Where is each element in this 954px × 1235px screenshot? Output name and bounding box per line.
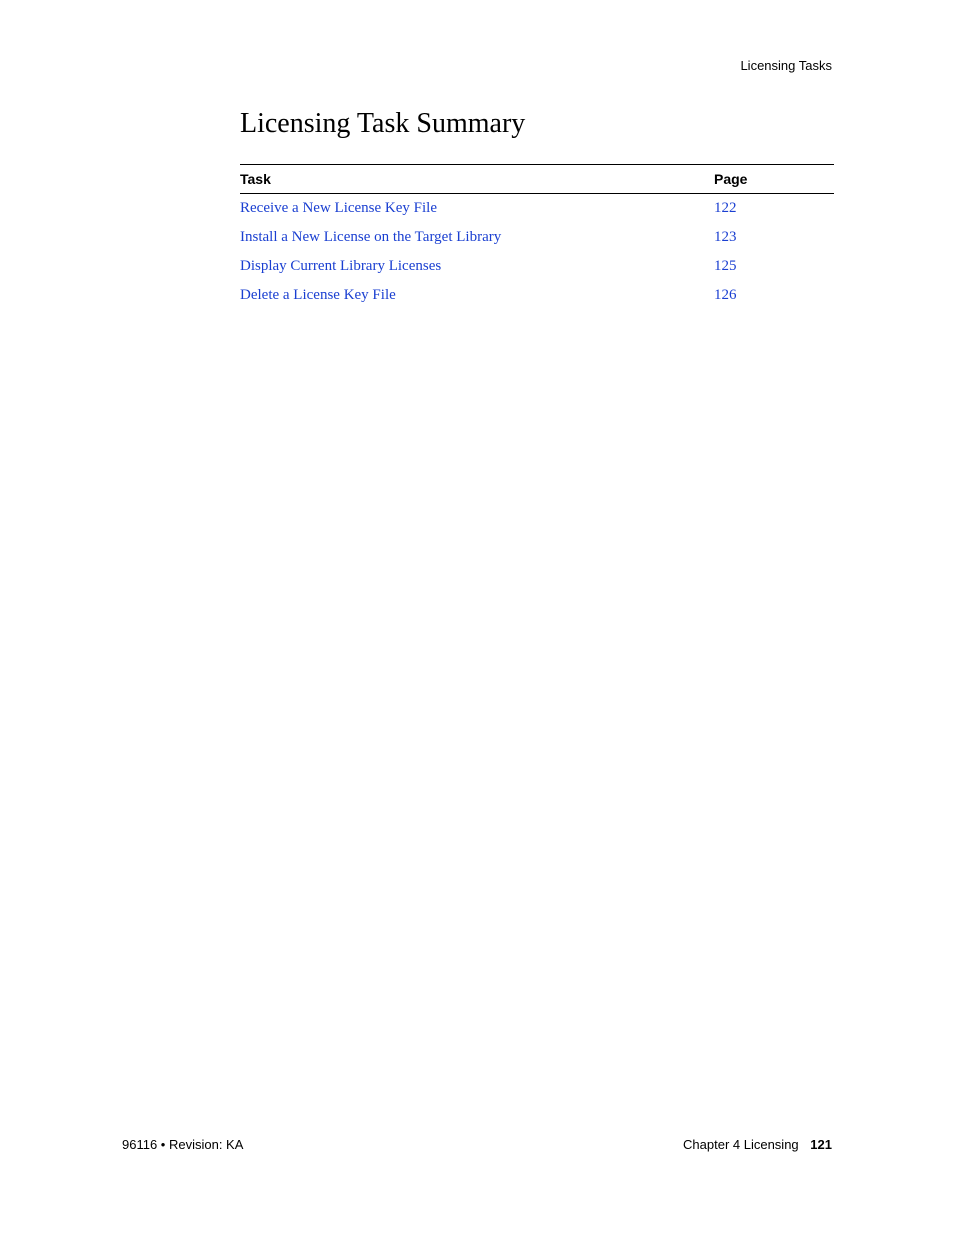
- footer-left: 96116 • Revision: KA: [122, 1137, 243, 1152]
- table-row: Display Current Library Licenses 125: [240, 252, 834, 281]
- task-link[interactable]: Install a New License on the Target Libr…: [240, 229, 501, 245]
- table-header-row: Task Page: [240, 165, 834, 194]
- footer-page-number: 121: [810, 1137, 832, 1152]
- page-footer: 96116 • Revision: KA Chapter 4 Licensing…: [122, 1137, 832, 1152]
- page: Licensing Tasks Licensing Task Summary T…: [0, 0, 954, 1235]
- page-link[interactable]: 122: [714, 200, 737, 216]
- section-title: Licensing Task Summary: [240, 108, 834, 140]
- page-link[interactable]: 126: [714, 287, 737, 303]
- column-header-page: Page: [714, 165, 834, 194]
- task-link[interactable]: Delete a License Key File: [240, 287, 396, 303]
- running-header: Licensing Tasks: [740, 58, 832, 73]
- footer-right: Chapter 4 Licensing 121: [683, 1137, 832, 1152]
- task-link[interactable]: Receive a New License Key File: [240, 200, 437, 216]
- page-link[interactable]: 125: [714, 258, 737, 274]
- task-link[interactable]: Display Current Library Licenses: [240, 258, 441, 274]
- page-link[interactable]: 123: [714, 229, 737, 245]
- column-header-task: Task: [240, 165, 714, 194]
- footer-chapter-label: Chapter 4 Licensing: [683, 1137, 799, 1152]
- table-row: Receive a New License Key File 122: [240, 194, 834, 224]
- task-summary-table: Task Page Receive a New License Key File…: [240, 164, 834, 310]
- table-row: Delete a License Key File 126: [240, 281, 834, 310]
- content-area: Licensing Task Summary Task Page Receive…: [240, 108, 834, 310]
- table-row: Install a New License on the Target Libr…: [240, 223, 834, 252]
